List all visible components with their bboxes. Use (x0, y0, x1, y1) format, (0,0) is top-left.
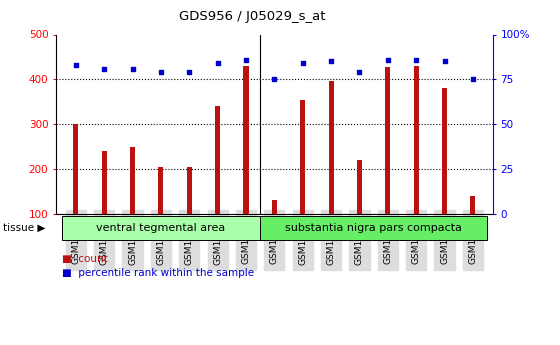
Bar (442, 88, 447, 214)
Bar (329, 81, 334, 214)
Text: ■  count: ■ count (62, 255, 108, 264)
Text: substantia nigra pars compacta: substantia nigra pars compacta (285, 223, 462, 233)
Bar (215, 106, 220, 214)
Point (326, 59, 335, 64)
Bar (158, 167, 164, 214)
Point (270, 77, 279, 82)
Point (100, 66, 109, 71)
Point (128, 66, 137, 71)
Text: GDS956 / J05029_s_at: GDS956 / J05029_s_at (179, 10, 325, 23)
Text: tissue ▶: tissue ▶ (3, 223, 45, 233)
Point (355, 69, 364, 75)
Bar (414, 66, 419, 214)
Point (469, 77, 478, 82)
Point (440, 59, 449, 64)
Point (412, 57, 421, 62)
Bar (357, 160, 362, 214)
Bar (102, 151, 107, 214)
Bar (385, 67, 390, 214)
Bar (300, 99, 305, 214)
Point (241, 57, 250, 62)
Bar (470, 196, 475, 214)
Bar (73, 124, 78, 214)
Point (156, 69, 165, 75)
Point (185, 69, 194, 75)
Text: ventral tegmental area: ventral tegmental area (96, 223, 226, 233)
Text: ■  percentile rank within the sample: ■ percentile rank within the sample (62, 268, 254, 278)
Bar (186, 167, 192, 214)
Bar (244, 66, 249, 214)
Point (71, 62, 80, 68)
Point (384, 57, 393, 62)
Bar (130, 147, 135, 214)
Point (298, 60, 307, 66)
Point (213, 60, 222, 66)
Bar (272, 200, 277, 214)
